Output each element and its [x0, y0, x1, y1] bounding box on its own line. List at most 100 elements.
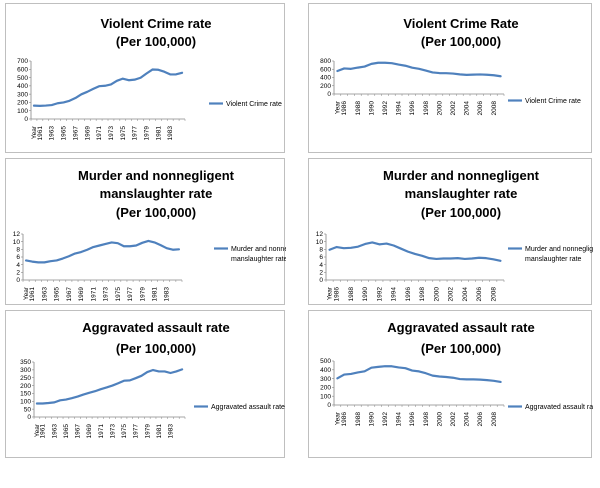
- y-tick-label: 600: [17, 66, 28, 73]
- chart-panel-murder-1985-2009: Murder and nonnegligent manslaughter rate…: [308, 158, 593, 305]
- chart-title-line: Violent Crime Rate: [403, 16, 518, 31]
- y-tick-label: 100: [20, 398, 31, 405]
- chart-panel-aggravated-assault-1960-1985: Aggravated assault rate (Per 100,000) 0 50 1…: [5, 310, 285, 458]
- y-tick-label: 10: [13, 239, 21, 246]
- data-point: [153, 241, 156, 244]
- data-point: [37, 261, 39, 263]
- data-point: [418, 68, 420, 70]
- x-tick-label: 1965: [61, 126, 68, 141]
- x-tick-label: 2008: [491, 101, 498, 116]
- chart-title-line: manslaughter rate: [405, 186, 518, 201]
- x-tick-label: 1977: [127, 287, 134, 302]
- data-point: [364, 243, 366, 245]
- data-point: [134, 79, 136, 81]
- x-tick-label: 1981: [156, 424, 163, 439]
- y-tick-label: 100: [17, 108, 28, 115]
- data-point: [400, 247, 402, 250]
- x-tick-label: 1998: [419, 287, 426, 302]
- data-point: [123, 245, 125, 247]
- chart-svg: Aggravated assault rate(Per 100,000)0501…: [20, 320, 285, 439]
- x-tick-label: 1994: [396, 101, 403, 116]
- x-tick-label: 1988: [348, 287, 355, 302]
- chart-panel-murder-1960-1985: Murder and nonnegligent manslaughter rate…: [5, 158, 286, 305]
- data-point: [147, 240, 149, 242]
- data-point: [65, 398, 67, 401]
- data-point: [146, 371, 148, 373]
- chart-title-line: Violent Crime rate: [100, 16, 211, 31]
- x-tick-label: 1971: [96, 126, 103, 141]
- x-tick-label: 1992: [382, 101, 389, 116]
- x-tick-label: 1979: [144, 126, 151, 141]
- x-tick-label: 1983: [164, 287, 171, 302]
- chart-title-line: (Per 100,000): [421, 205, 501, 220]
- data-point: [370, 367, 372, 369]
- chart-title-line: (Per 100,000): [421, 341, 501, 356]
- x-tick-label: 1981: [151, 287, 158, 302]
- data-point: [445, 376, 447, 378]
- data-point: [432, 71, 434, 74]
- x-tick-label: 1977: [132, 126, 139, 141]
- data-point: [328, 249, 331, 251]
- y-tick-label: 0: [24, 116, 28, 123]
- data-point: [59, 399, 61, 401]
- data-point: [350, 373, 352, 375]
- x-tick-label: 1988: [355, 412, 362, 427]
- series-line: [328, 241, 502, 262]
- chart-title-line: Aggravated assault rate: [82, 320, 229, 335]
- data-point: [33, 105, 35, 107]
- data-point: [181, 368, 183, 370]
- x-tick-label: 1963: [51, 424, 58, 439]
- data-point: [86, 91, 88, 93]
- x-tick-label: 2006: [477, 101, 484, 116]
- data-point: [350, 247, 352, 249]
- x-tick-label: 1986: [341, 101, 348, 116]
- data-point: [398, 63, 400, 66]
- x-tick-label: 1998: [423, 101, 430, 116]
- data-point: [74, 252, 76, 255]
- y-tick-label: 200: [20, 383, 31, 390]
- data-point: [105, 386, 108, 389]
- y-tick-label: 400: [17, 83, 28, 90]
- data-point: [466, 74, 468, 76]
- data-point: [122, 78, 124, 80]
- data-point: [140, 375, 143, 377]
- data-point: [438, 72, 440, 74]
- x-tick-label: 1965: [54, 287, 61, 302]
- data-point: [425, 69, 427, 72]
- series-line: [336, 61, 502, 78]
- y-tick-label: 500: [17, 75, 28, 82]
- y-tick-label: 12: [13, 231, 21, 238]
- x-tick-label: 1963: [41, 287, 48, 302]
- data-point: [385, 242, 388, 245]
- data-point: [418, 370, 420, 372]
- y-tick-label: 0: [327, 402, 331, 409]
- x-axis-year-label: Year: [327, 286, 334, 300]
- y-tick-label: 4: [16, 262, 20, 269]
- x-tick-label: 2000: [436, 101, 443, 116]
- data-point: [76, 395, 79, 398]
- data-point: [450, 257, 452, 260]
- data-point: [384, 62, 386, 64]
- data-point: [472, 378, 474, 380]
- data-point: [104, 243, 107, 245]
- data-point: [25, 259, 27, 262]
- y-tick-label: 0: [319, 277, 323, 284]
- data-point: [49, 260, 52, 262]
- data-point: [111, 384, 114, 387]
- data-point: [111, 241, 113, 244]
- data-point: [398, 366, 400, 369]
- y-tick-label: 300: [17, 91, 28, 98]
- data-point: [151, 68, 154, 71]
- y-tick-label: 300: [20, 367, 31, 374]
- data-point: [86, 249, 88, 251]
- chart-title-line: Murder and nonnegligent: [383, 168, 540, 183]
- data-point: [452, 377, 454, 379]
- y-tick-label: 500: [320, 358, 331, 365]
- data-point: [110, 83, 112, 86]
- x-tick-label: 1971: [90, 287, 97, 302]
- data-point: [378, 243, 380, 245]
- chart-svg: Aggravated assault rate (Per 100,000) 0 100…: [320, 320, 593, 427]
- data-point: [432, 375, 434, 377]
- data-point: [357, 246, 359, 248]
